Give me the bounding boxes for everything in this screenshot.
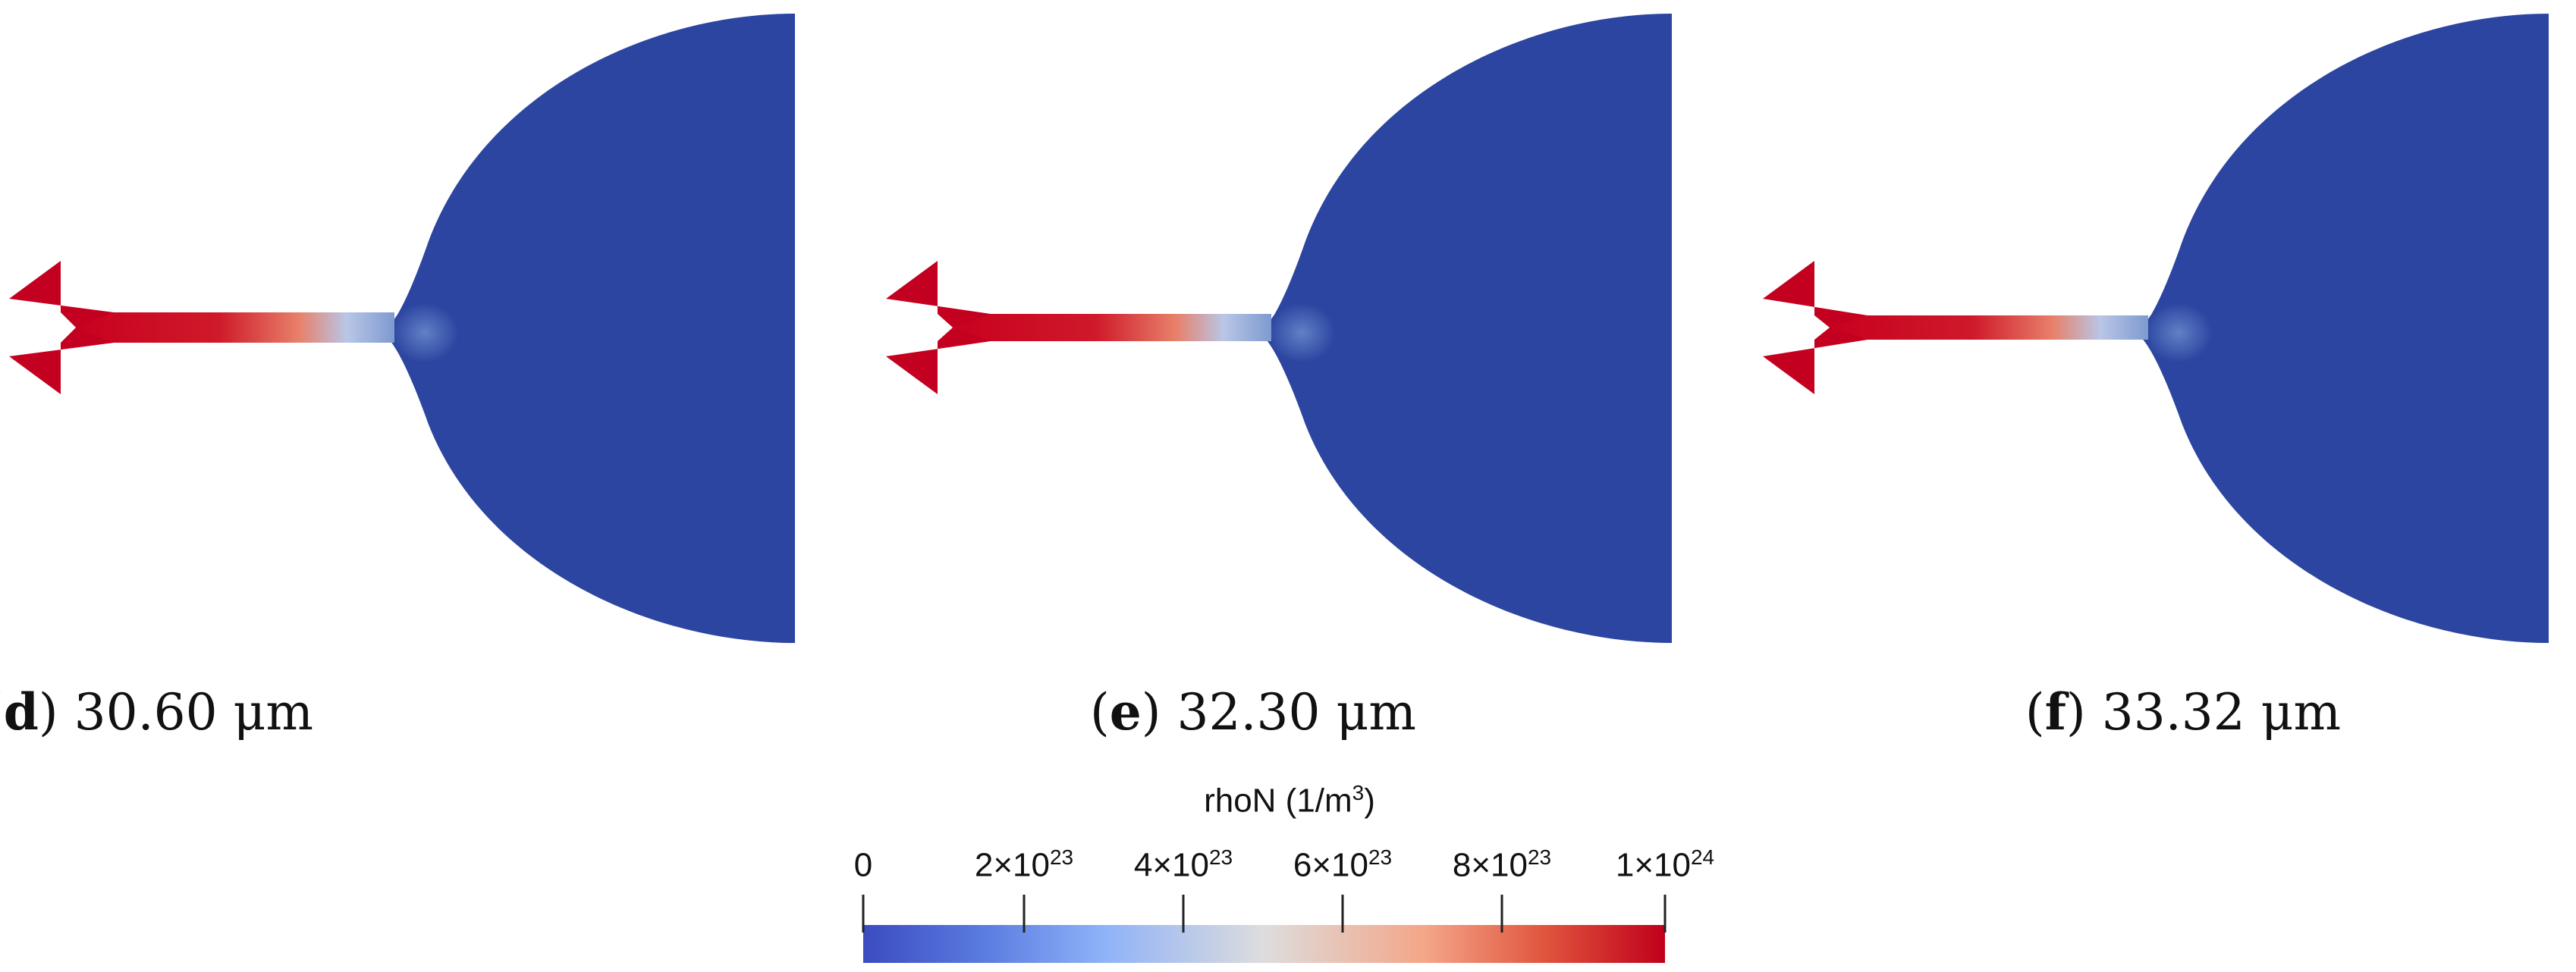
tick-label-6e23: 6×1023 <box>1293 845 1393 884</box>
tick-label-0: 0 <box>853 846 873 884</box>
simulation-image-d <box>9 14 795 643</box>
channel <box>1830 315 2148 340</box>
tick-label-4e23: 4×1023 <box>1133 845 1233 884</box>
tip-upper <box>886 261 991 314</box>
tip-upper <box>9 261 114 312</box>
tick-label-2e23: 2×1023 <box>974 845 1074 884</box>
domain-body <box>383 14 795 643</box>
channel <box>953 314 1271 341</box>
caption-e: (e) 32.30 μm <box>1090 682 1416 742</box>
caption-f: (f) 33.32 μm <box>2025 682 2342 742</box>
channel <box>76 312 394 343</box>
tip-lower <box>9 343 114 394</box>
tick-label-1e24: 1×1024 <box>1615 845 1715 884</box>
simulation-image-f <box>1763 14 2549 643</box>
caption-d: (d) 30.60 μm <box>0 682 314 742</box>
colorbar-gradient <box>863 925 1665 963</box>
tip-lower <box>1763 340 1868 394</box>
colorbar-graphic <box>862 895 1667 963</box>
tick-label-8e23: 8×1023 <box>1452 845 1552 884</box>
colorbar-title: rhoN (1/m3) <box>1204 781 1375 820</box>
panel-e: (e) 32.30 μm <box>877 0 1736 742</box>
domain-body <box>1260 14 1672 643</box>
panel-d: (d) 30.60 μm <box>0 0 859 742</box>
simulation-image-e <box>886 14 1672 643</box>
panel-f: (f) 33.32 μm <box>1754 0 2576 742</box>
tip-lower <box>886 341 991 394</box>
colorbar: rhoN (1/m3) 0 2×1023 4×1023 6×1023 8×102… <box>853 781 1722 970</box>
domain-body <box>2137 14 2549 643</box>
tip-upper <box>1763 261 1868 315</box>
